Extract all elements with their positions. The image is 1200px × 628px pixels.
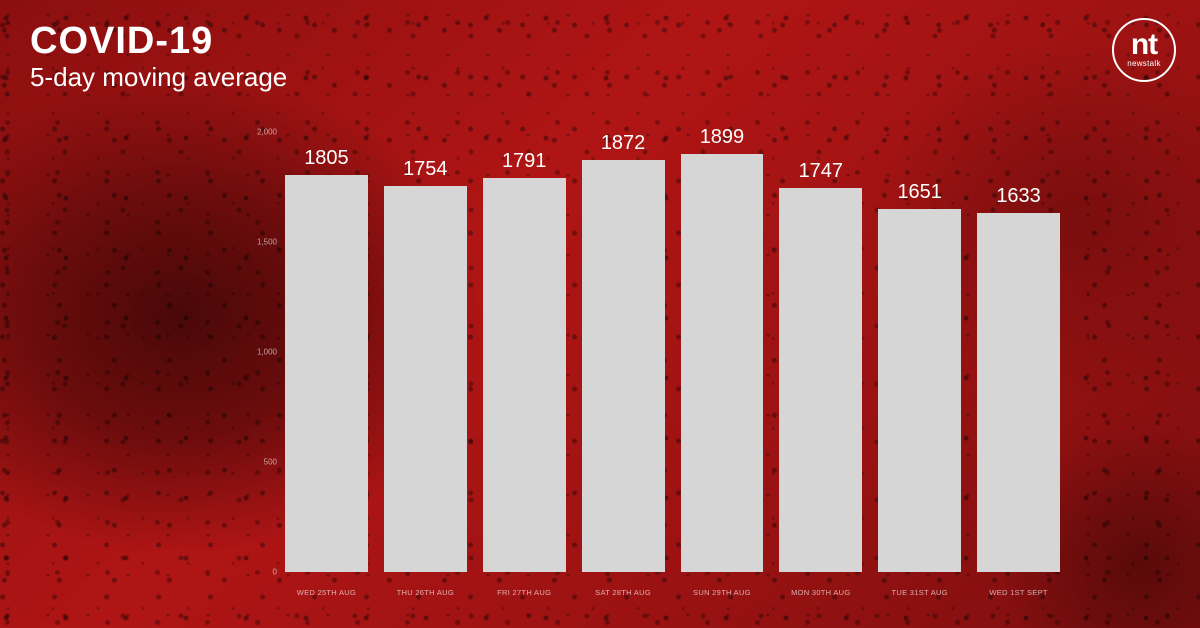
- bar-group: 1791: [483, 150, 566, 572]
- logo-text: nt: [1131, 32, 1157, 58]
- bar: [779, 188, 862, 572]
- bar: [384, 186, 467, 572]
- page-title: COVID-19: [30, 22, 287, 60]
- x-tick-label: MON 30TH AUG: [779, 582, 862, 602]
- bar-group: 1747: [779, 160, 862, 572]
- bar-group: 1805: [285, 147, 368, 572]
- bar-group: 1651: [878, 181, 961, 572]
- bar: [681, 154, 764, 572]
- y-tick-label: 500: [264, 458, 277, 467]
- header: COVID-19 5-day moving average: [30, 22, 287, 93]
- x-tick-label: WED 1ST SEPT: [977, 582, 1060, 602]
- bar: [582, 160, 665, 572]
- bar-group: 1633: [977, 185, 1060, 572]
- bar-group: 1872: [582, 132, 665, 572]
- bar: [878, 209, 961, 572]
- bar-value-label: 1805: [304, 147, 349, 170]
- x-tick-label: TUE 31ST AUG: [878, 582, 961, 602]
- page-subtitle: 5-day moving average: [30, 62, 287, 93]
- x-tick-label: SUN 29TH AUG: [681, 582, 764, 602]
- newstalk-logo: nt newstalk: [1112, 18, 1176, 82]
- bar-value-label: 1633: [996, 185, 1041, 208]
- x-tick-label: THU 26TH AUG: [384, 582, 467, 602]
- logo-subtext: newstalk: [1127, 59, 1161, 68]
- y-tick-label: 1,500: [257, 238, 277, 247]
- bar-value-label: 1754: [403, 158, 448, 181]
- bar-value-label: 1872: [601, 132, 646, 155]
- y-axis: 05001,0001,5002,000: [250, 132, 285, 572]
- x-axis: WED 25TH AUG THU 26TH AUG FRI 27TH AUG SAT …: [285, 582, 1060, 602]
- y-tick-label: 0: [273, 568, 277, 577]
- bar-group: 1754: [384, 158, 467, 572]
- bar-value-label: 1791: [502, 150, 547, 173]
- bar-chart: 05001,0001,5002,000 18051754179118721899…: [285, 132, 1060, 602]
- x-tick-label: FRI 27TH AUG: [483, 582, 566, 602]
- y-tick-label: 1,000: [257, 348, 277, 357]
- y-tick-label: 2,000: [257, 128, 277, 137]
- bar: [483, 178, 566, 572]
- bar: [285, 175, 368, 572]
- bar-group: 1899: [681, 126, 764, 572]
- plot-area: 18051754179118721899174716511633: [285, 132, 1060, 572]
- x-tick-label: WED 25TH AUG: [285, 582, 368, 602]
- bar-value-label: 1899: [700, 126, 745, 149]
- bar: [977, 213, 1060, 572]
- x-tick-label: SAT 28TH AUG: [582, 582, 665, 602]
- bar-value-label: 1651: [897, 181, 942, 204]
- bar-value-label: 1747: [799, 160, 844, 183]
